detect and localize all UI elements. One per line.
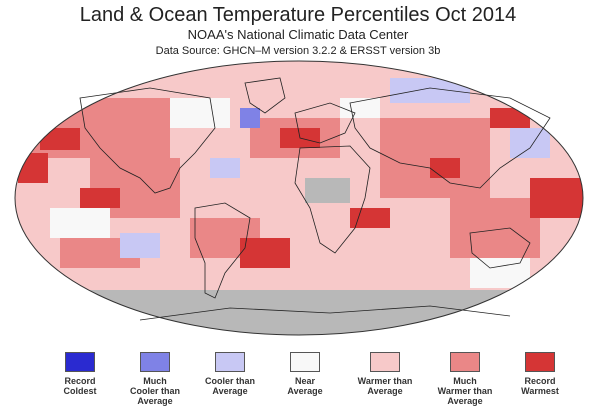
legend-label-line: Coldest xyxy=(63,386,97,396)
world-map-canvas xyxy=(14,60,584,336)
legend-label-line: Average xyxy=(447,396,483,406)
antarctica-outline xyxy=(139,305,511,321)
legend-label-line: Average xyxy=(367,386,403,396)
legend-label-line: Near xyxy=(294,376,315,386)
legend-swatch xyxy=(450,352,480,372)
legend-label: Much Warmer than Average xyxy=(425,376,505,406)
europe-outline xyxy=(294,102,356,144)
record-warmest-region xyxy=(430,158,460,178)
near-average-region xyxy=(170,98,230,128)
legend-swatch xyxy=(525,352,555,372)
continent-outlines xyxy=(79,77,551,321)
legend-swatch xyxy=(215,352,245,372)
legend-item: Near Average xyxy=(265,352,345,396)
no-data-antarctica xyxy=(15,290,583,335)
legend-label: Record Coldest xyxy=(40,376,120,396)
no-data-region xyxy=(305,178,350,203)
legend-label: Cooler than Average xyxy=(190,376,270,396)
map-subtitle: NOAA's National Climatic Data Center xyxy=(187,27,409,42)
data-source-note: Data Source: GHCN–M version 3.2.2 & ERSS… xyxy=(155,45,441,57)
legend-label-line: Average xyxy=(212,386,248,396)
map-title: Land & Ocean Temperature Percentiles Oct… xyxy=(79,4,517,26)
legend-label-line: Record xyxy=(64,376,96,386)
legend-label: Much Cooler than Average xyxy=(115,376,195,406)
legend-item: Record Coldest xyxy=(40,352,120,396)
legend-item: Warmer than Average xyxy=(345,352,425,396)
cooler-region xyxy=(390,78,470,103)
record-warmest-region xyxy=(530,178,583,218)
percentile-legend: Record Coldest Much Cooler than Average Coole… xyxy=(40,352,570,406)
greenland-outline xyxy=(244,77,286,114)
legend-label-line: Warmest xyxy=(521,386,559,396)
legend-label-line: Much xyxy=(143,376,167,386)
legend-label-line: Cooler than xyxy=(204,376,255,386)
australia-outline xyxy=(469,227,531,269)
legend-label-line: Average xyxy=(287,386,323,396)
legend-label-line: Warmer than xyxy=(437,386,493,396)
record-warmest-region xyxy=(80,188,120,208)
record-warmest-region xyxy=(490,108,530,128)
cooler-region xyxy=(210,158,240,178)
legend-item: Record Warmest xyxy=(500,352,580,396)
record-warmest-region xyxy=(18,153,48,183)
legend-label-line: Cooler than xyxy=(129,386,180,396)
africa-outline xyxy=(294,145,371,254)
legend-item: Cooler than Average xyxy=(190,352,270,396)
legend-label-line: Warmer than xyxy=(357,376,413,386)
asia-outline xyxy=(349,87,551,189)
legend-swatch xyxy=(65,352,95,372)
legend-label-line: Much xyxy=(453,376,477,386)
legend-label: Record Warmest xyxy=(500,376,580,396)
south-america-outline xyxy=(194,202,251,299)
much-warmer-region xyxy=(450,198,540,258)
legend-swatch xyxy=(140,352,170,372)
legend-label: Warmer than Average xyxy=(345,376,425,396)
world-map xyxy=(10,58,588,338)
legend-swatch xyxy=(290,352,320,372)
legend-label: Near Average xyxy=(265,376,345,396)
record-warmest-region xyxy=(40,128,80,150)
north-america-outline xyxy=(79,87,216,194)
legend-swatch xyxy=(370,352,400,372)
legend-label-line: Record xyxy=(524,376,556,386)
cooler-region xyxy=(120,233,160,258)
percentile-grid xyxy=(15,61,583,335)
legend-label-line: Average xyxy=(137,396,173,406)
globe-border xyxy=(14,60,584,336)
record-warmest-region xyxy=(240,238,290,268)
legend-item: Much Warmer than Average xyxy=(425,352,505,406)
legend-item: Much Cooler than Average xyxy=(115,352,195,406)
much-cooler-region xyxy=(240,108,260,128)
cooler-region xyxy=(510,128,550,158)
near-average-region xyxy=(50,208,110,238)
